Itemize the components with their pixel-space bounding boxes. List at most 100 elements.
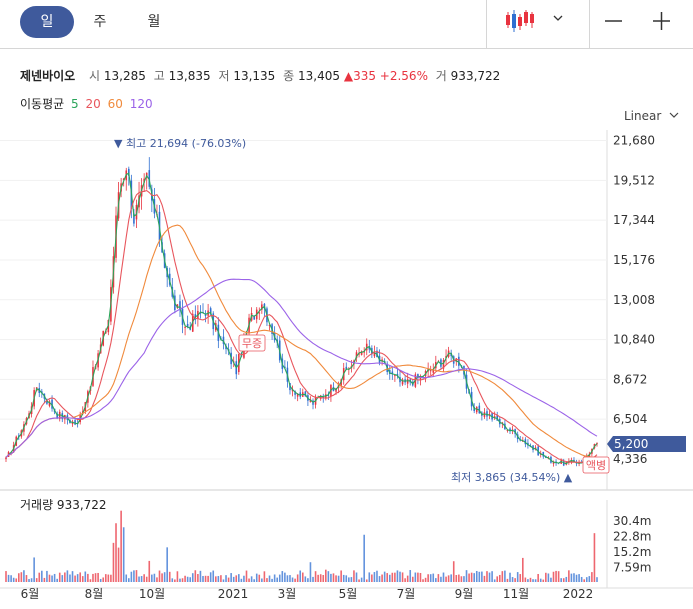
- volume-bar: [578, 574, 580, 582]
- candle-body: [340, 379, 342, 386]
- candle-body: [74, 420, 76, 425]
- volume-bar: [532, 579, 534, 582]
- volume-bar: [99, 578, 102, 582]
- scale-selector[interactable]: Linear: [624, 109, 679, 123]
- volume-bar: [140, 576, 143, 582]
- volume-bar: [360, 577, 363, 582]
- candle-body: [325, 394, 327, 399]
- volume-bar: [411, 576, 414, 582]
- candle-body: [135, 204, 138, 220]
- volume-bar: [46, 570, 48, 582]
- candle-body: [342, 368, 345, 381]
- toolbar-divider: [589, 0, 590, 48]
- candle-body: [498, 419, 501, 425]
- candle-body: [184, 326, 186, 328]
- volume-bar: [394, 572, 396, 582]
- candle-body: [465, 374, 468, 389]
- candle-body: [401, 379, 404, 385]
- candle-body: [153, 199, 156, 214]
- candle-body: [529, 446, 532, 448]
- volume-bar: [299, 570, 302, 582]
- last-price-badge: [607, 436, 686, 452]
- volume-bar: [92, 573, 94, 582]
- candle-body: [314, 396, 317, 405]
- candle-body: [560, 460, 562, 464]
- volume-bar: [483, 575, 486, 582]
- candle-body: [148, 170, 151, 187]
- volume-bar: [84, 571, 87, 582]
- volume-bar: [565, 576, 568, 582]
- candle-body: [181, 308, 184, 325]
- volume-bar: [79, 572, 81, 582]
- candle-body: [419, 375, 422, 380]
- volume-bar: [568, 570, 570, 582]
- candle-body: [278, 340, 281, 361]
- volume-bar: [61, 575, 64, 582]
- volume-bar: [268, 575, 271, 582]
- candle-body: [539, 453, 542, 455]
- scale-label: Linear: [624, 109, 662, 123]
- volume-bar: [463, 576, 465, 582]
- volume-bar: [166, 547, 168, 582]
- tab-day[interactable]: 일: [20, 6, 74, 38]
- candle-body: [20, 430, 23, 437]
- y-tick-label: 21,680: [613, 134, 655, 148]
- zoom-out-icon[interactable]: [598, 0, 628, 48]
- volume-bar: [560, 578, 562, 582]
- volume-bar: [271, 578, 273, 582]
- candle-body: [120, 183, 122, 192]
- volume-bar: [452, 561, 455, 582]
- volume-bar: [596, 577, 598, 582]
- volume-bar: [163, 572, 166, 582]
- candle-body: [61, 413, 64, 420]
- candle-body: [588, 454, 591, 457]
- volume-bar: [194, 570, 197, 582]
- candle-body: [46, 399, 48, 404]
- candles: [5, 157, 598, 467]
- candle-body: [12, 445, 15, 453]
- candle-body: [158, 211, 161, 241]
- volume-bar: [545, 572, 547, 582]
- volume-bar: [437, 574, 440, 582]
- zoom-in-icon[interactable]: [646, 0, 676, 48]
- volume-bar: [309, 562, 312, 582]
- chevron-down-icon: [669, 112, 679, 118]
- candle-body: [207, 310, 209, 316]
- candle-body: [486, 411, 488, 417]
- candle-body: [30, 406, 33, 414]
- candle-body: [365, 343, 368, 351]
- tab-week[interactable]: 주: [93, 14, 107, 30]
- volume-bar: [20, 572, 23, 582]
- candle-body: [28, 413, 30, 419]
- candle-body: [383, 361, 386, 364]
- candle-body: [76, 423, 79, 425]
- volume-bar: [58, 572, 61, 582]
- candle-body: [360, 351, 363, 355]
- candle-body: [429, 370, 432, 372]
- ma-line-120: [5, 278, 598, 458]
- volume-bar: [353, 570, 355, 582]
- volume-bar: [161, 573, 163, 582]
- candle-body: [102, 330, 105, 346]
- volume-tick-label: 15.2m: [613, 545, 651, 559]
- volume-title: 거래량 933,722: [20, 498, 107, 512]
- volume-bar: [278, 574, 281, 582]
- candle-body: [404, 379, 406, 383]
- candle-body: [115, 215, 117, 258]
- candle-body: [294, 391, 296, 395]
- volume-bar: [491, 571, 493, 582]
- volume-bar: [48, 574, 51, 582]
- candle-body: [596, 443, 598, 445]
- candle-body: [493, 416, 496, 418]
- tab-month[interactable]: 월: [147, 14, 161, 30]
- chart-type-button[interactable]: [494, 0, 582, 48]
- high-label: 고: [153, 69, 165, 83]
- ma-line-20: [5, 189, 598, 463]
- candle-body: [238, 354, 240, 373]
- candle-body: [519, 439, 522, 441]
- candle-body: [452, 356, 455, 364]
- candle-body: [81, 411, 84, 414]
- candle-body: [524, 439, 527, 445]
- volume-bar: [422, 579, 424, 582]
